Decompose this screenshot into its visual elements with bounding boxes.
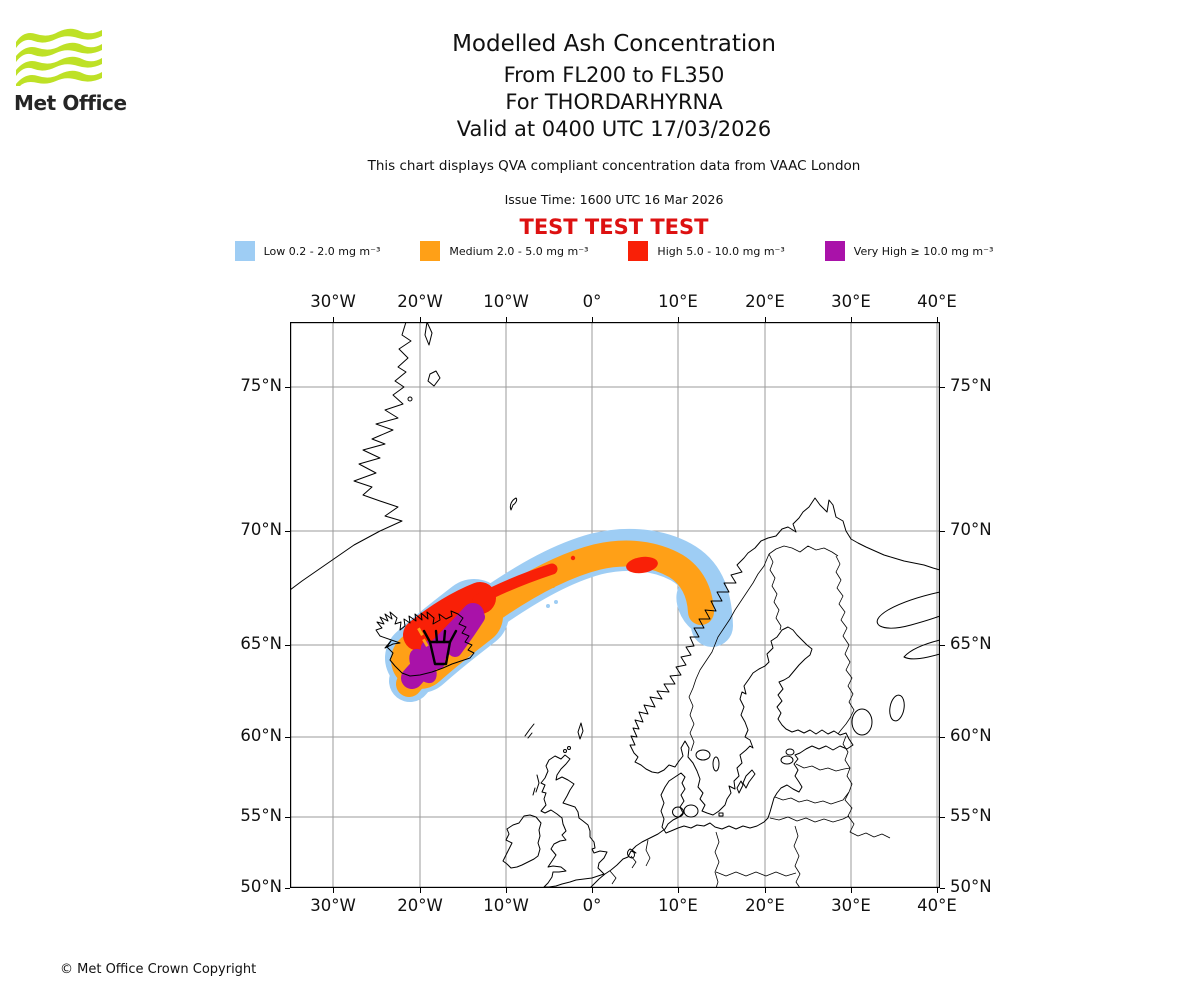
y-axis-label-left: 50°N: [240, 877, 282, 896]
x-axis-tick-bottom: [506, 888, 507, 893]
legend-item-high: High 5.0 - 10.0 mg m⁻³: [628, 241, 785, 261]
x-axis-tick-top: [420, 317, 421, 322]
x-axis-tick-bottom: [851, 888, 852, 893]
legend-swatch-very-high: [824, 241, 845, 261]
y-axis-label-right: 65°N: [950, 634, 992, 653]
x-axis-tick-top: [678, 317, 679, 322]
legend-item-very-high: Very High ≥ 10.0 mg m⁻³: [824, 241, 994, 261]
ash-map: [289, 321, 941, 889]
legend-item-medium: Medium 2.0 - 5.0 mg m⁻³: [420, 241, 588, 261]
y-axis-label-left: 60°N: [240, 726, 282, 745]
x-axis-label-top: 0°: [582, 292, 602, 311]
x-axis-tick-top: [765, 317, 766, 322]
y-axis-label-left: 75°N: [240, 376, 282, 395]
subtitle-flight-levels: From FL200 to FL350: [503, 63, 725, 87]
y-axis-tick-right: [940, 888, 945, 889]
legend-swatch-low: [234, 241, 255, 261]
copyright-notice: © Met Office Crown Copyright: [60, 962, 257, 977]
y-axis-label-left: 65°N: [240, 634, 282, 653]
y-axis-label-right: 60°N: [950, 726, 992, 745]
y-axis-tick-right: [940, 737, 945, 738]
legend-label-very-high: Very High ≥ 10.0 mg m⁻³: [853, 244, 994, 258]
x-axis-label-bottom: 30°W: [310, 896, 356, 915]
y-axis-tick-left: [285, 531, 290, 532]
map-frame: [290, 322, 940, 888]
plume-very-high-band: [401, 603, 485, 689]
x-axis-label-top: 30°E: [831, 292, 871, 311]
legend-label-high: High 5.0 - 10.0 mg m⁻³: [657, 244, 785, 258]
x-axis-tick-bottom: [333, 888, 334, 893]
logo-wordmark: Met Office: [14, 91, 127, 115]
x-axis-label-bottom: 0°: [582, 896, 602, 915]
x-axis-tick-bottom: [937, 888, 938, 893]
map-canvas: [289, 321, 941, 889]
x-axis-tick-bottom: [592, 888, 593, 893]
x-axis-tick-bottom: [765, 888, 766, 893]
page-title: Modelled Ash Concentration: [452, 31, 776, 57]
grid-lines: [290, 322, 940, 888]
y-axis-tick-right: [940, 817, 945, 818]
country-borders: [609, 545, 891, 889]
y-axis-tick-left: [285, 645, 290, 646]
legend-swatch-high: [628, 241, 649, 261]
subtitle-volcano: For THORDARHYRNA: [505, 90, 723, 114]
y-axis-tick-left: [285, 817, 290, 818]
y-axis-label-right: 55°N: [950, 806, 992, 825]
x-axis-tick-top: [333, 317, 334, 322]
x-axis-tick-top: [592, 317, 593, 322]
x-axis-label-top: 10°W: [483, 292, 529, 311]
legend-label-low: Low 0.2 - 2.0 mg m⁻³: [263, 244, 381, 258]
y-axis-tick-right: [940, 531, 945, 532]
test-banner: TEST TEST TEST: [519, 215, 709, 239]
met-office-logo: [14, 28, 104, 86]
issue-time: Issue Time: 1600 UTC 16 Mar 2026: [504, 192, 724, 207]
y-axis-tick-left: [285, 387, 290, 388]
y-axis-label-right: 75°N: [950, 376, 992, 395]
legend-swatch-medium: [420, 241, 441, 261]
volcano-marker: [422, 629, 458, 666]
y-axis-label-left: 55°N: [240, 806, 282, 825]
y-axis-label-right: 70°N: [950, 520, 992, 539]
x-axis-tick-top: [851, 317, 852, 322]
x-axis-label-top: 20°E: [745, 292, 785, 311]
y-axis-tick-left: [285, 888, 290, 889]
x-axis-tick-bottom: [420, 888, 421, 893]
x-axis-tick-top: [506, 317, 507, 322]
x-axis-tick-bottom: [678, 888, 679, 893]
y-axis-label-left: 70°N: [240, 520, 282, 539]
legend: Low 0.2 - 2.0 mg m⁻³ Medium 2.0 - 5.0 mg…: [14, 241, 1200, 261]
logo-waves-icon: [16, 28, 102, 86]
x-axis-label-bottom: 20°W: [397, 896, 443, 915]
x-axis-tick-top: [937, 317, 938, 322]
qva-description: This chart displays QVA compliant concen…: [367, 158, 861, 174]
x-axis-label-bottom: 10°E: [658, 896, 698, 915]
x-axis-label-top: 10°E: [658, 292, 698, 311]
x-axis-label-bottom: 20°E: [745, 896, 785, 915]
y-axis-tick-left: [285, 737, 290, 738]
x-axis-label-bottom: 40°E: [917, 896, 957, 915]
subtitle-valid-time: Valid at 0400 UTC 17/03/2026: [456, 117, 772, 141]
x-axis-label-top: 30°W: [310, 292, 356, 311]
x-axis-label-top: 20°W: [397, 292, 443, 311]
coastlines: [289, 321, 941, 889]
x-axis-label-top: 40°E: [917, 292, 957, 311]
x-axis-label-bottom: 10°W: [483, 896, 529, 915]
legend-label-medium: Medium 2.0 - 5.0 mg m⁻³: [449, 244, 589, 258]
x-axis-label-bottom: 30°E: [831, 896, 871, 915]
y-axis-label-right: 50°N: [950, 877, 992, 896]
y-axis-tick-right: [940, 645, 945, 646]
legend-item-low: Low 0.2 - 2.0 mg m⁻³: [234, 241, 381, 261]
y-axis-tick-right: [940, 387, 945, 388]
